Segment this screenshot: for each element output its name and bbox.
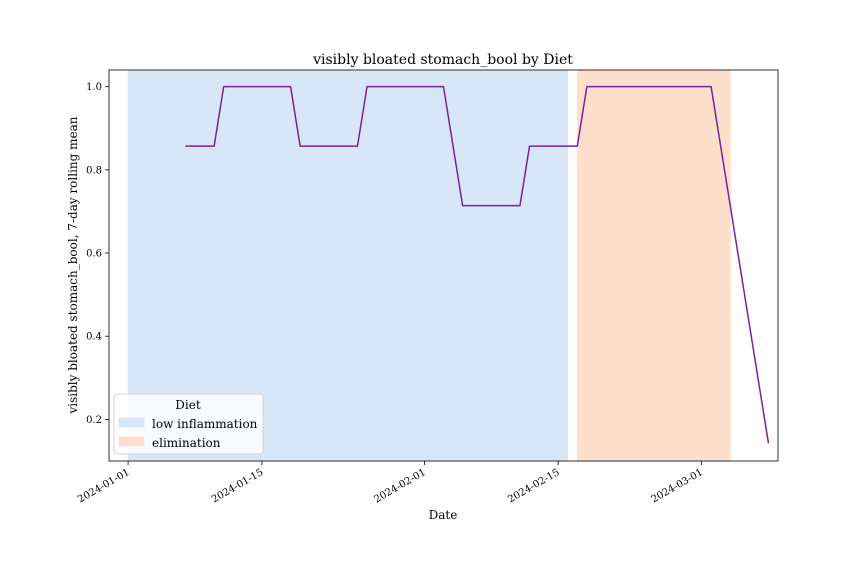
- y-tick-label: 1.0: [86, 82, 102, 93]
- x-axis-label: Date: [429, 508, 458, 522]
- x-tick-label: 2024-03-01: [650, 467, 705, 505]
- x-tick-label: 2024-01-15: [210, 467, 265, 505]
- y-tick-label: 0.8: [86, 165, 102, 176]
- series-lines: [185, 85, 770, 444]
- x-axis-ticks: 2024-01-01 2024-01-15 2024-02-01 2024-02-15…: [76, 461, 705, 505]
- y-axis-ticks: 0.2 0.4 0.6 0.8 1.0: [86, 82, 109, 426]
- legend-box: [113, 393, 264, 455]
- plot-frame: [108, 69, 779, 462]
- y-axis-label: visibly bloated stomach_bool, 7-day roll…: [66, 116, 80, 414]
- y-tick-label: 0.2: [86, 415, 102, 426]
- y-tick-label: 0.6: [86, 249, 102, 260]
- legend-swatch-elimination: [118, 436, 145, 447]
- y-tick-label: 0.4: [86, 332, 102, 343]
- legend-title: Diet: [175, 398, 201, 412]
- x-tick-label: 2024-02-15: [506, 467, 561, 505]
- legend-swatch-low-inflammation: [118, 417, 145, 428]
- series-line-0: [185, 85, 770, 444]
- x-tick-label: 2024-02-01: [372, 467, 427, 505]
- legend-label-low-inflammation: low inflammation: [152, 417, 258, 431]
- diet-band-elimination: [576, 69, 731, 462]
- x-tick-label: 2024-01-01: [76, 467, 131, 505]
- legend: Diet low inflammation elimination: [113, 393, 264, 455]
- chart-title: visibly bloated stomach_bool by Diet: [312, 52, 573, 68]
- legend-label-elimination: elimination: [152, 436, 221, 450]
